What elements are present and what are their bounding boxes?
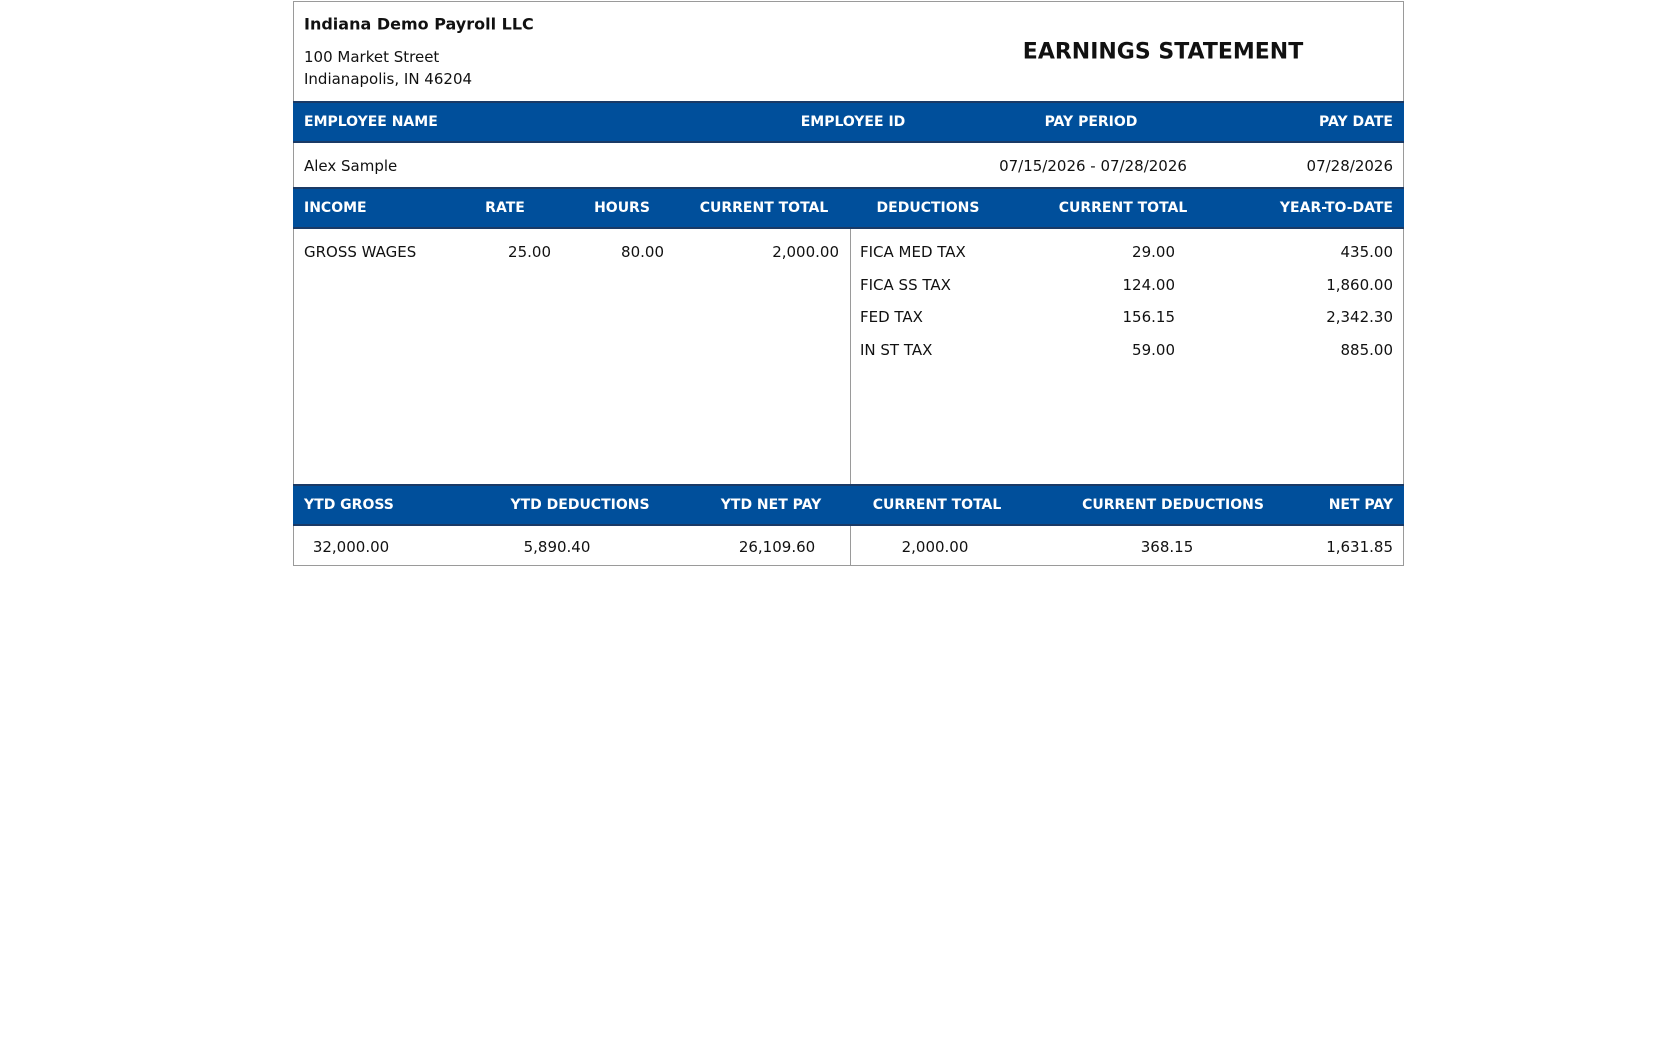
col-header: EMPLOYEE NAME: [304, 114, 438, 130]
col-header: PAY DATE: [1319, 114, 1393, 130]
col-header: EMPLOYEE ID: [800, 114, 906, 130]
cell: FICA MED TAX: [860, 243, 966, 261]
col-header: YTD DEDUCTIONS: [510, 497, 650, 513]
col-header: YTD NET PAY: [720, 497, 822, 513]
title: EARNINGS STATEMENT: [1022, 39, 1304, 65]
address: Indianapolis, IN 46204: [304, 70, 473, 88]
col-header: HOURS: [594, 200, 650, 216]
header-bar: [293, 187, 1404, 229]
cell: 32,000.00: [312, 538, 390, 556]
col-header: DEDUCTIONS: [876, 200, 980, 216]
cell: 5,890.40: [523, 538, 591, 556]
cell: FICA SS TAX: [860, 275, 951, 294]
cell: Alex Sample: [304, 157, 398, 175]
divider: [850, 526, 851, 566]
cell: 80.00: [621, 243, 664, 261]
cell: 07/28/2026: [1306, 157, 1393, 175]
cell: 25.00: [508, 243, 551, 261]
earnings-statement: Indiana Demo Payroll LLC 100 Market Stre…: [293, 1, 1404, 566]
col-header: CURRENT TOTAL: [1058, 200, 1188, 216]
cell: 2,000.00: [901, 538, 969, 556]
header-bar: [293, 484, 1404, 526]
cell: FED TAX: [860, 308, 923, 326]
cell: IN ST TAX: [860, 340, 933, 359]
col-header: CURRENT DEDUCTIONS: [1082, 497, 1264, 513]
col-header: PAY PERIOD: [1044, 114, 1138, 130]
col-header: CURRENT TOTAL: [872, 497, 1002, 513]
cell: 1,631.85: [1326, 538, 1393, 556]
cell: 156.15: [1122, 308, 1176, 326]
cell: 2,342.30: [1326, 308, 1393, 326]
cell: 124.00: [1122, 275, 1176, 294]
cell: 885.00: [1340, 340, 1394, 359]
cell: 1,860.00: [1326, 275, 1393, 294]
col-header: CURRENT TOTAL: [699, 200, 829, 216]
address: 100 Market Street: [304, 48, 440, 66]
divider: [850, 229, 851, 486]
col-header: YEAR-TO-DATE: [1279, 200, 1393, 216]
col-header: NET PAY: [1328, 497, 1393, 513]
cell: 435.00: [1340, 243, 1394, 261]
company: Indiana Demo Payroll LLC: [304, 14, 534, 34]
cell: 59.00: [1132, 340, 1175, 359]
col-header: YTD GROSS: [304, 497, 394, 513]
header-bar: [293, 101, 1404, 143]
col-header: RATE: [485, 200, 525, 216]
cell: 26,109.60: [738, 538, 816, 556]
cell: GROSS WAGES: [304, 243, 417, 261]
cell: 2,000.00: [772, 243, 839, 261]
cell: 29.00: [1132, 243, 1175, 261]
cell: 368.15: [1140, 538, 1194, 556]
cell: 07/15/2026 - 07/28/2026: [999, 157, 1187, 175]
col-header: INCOME: [304, 200, 367, 216]
